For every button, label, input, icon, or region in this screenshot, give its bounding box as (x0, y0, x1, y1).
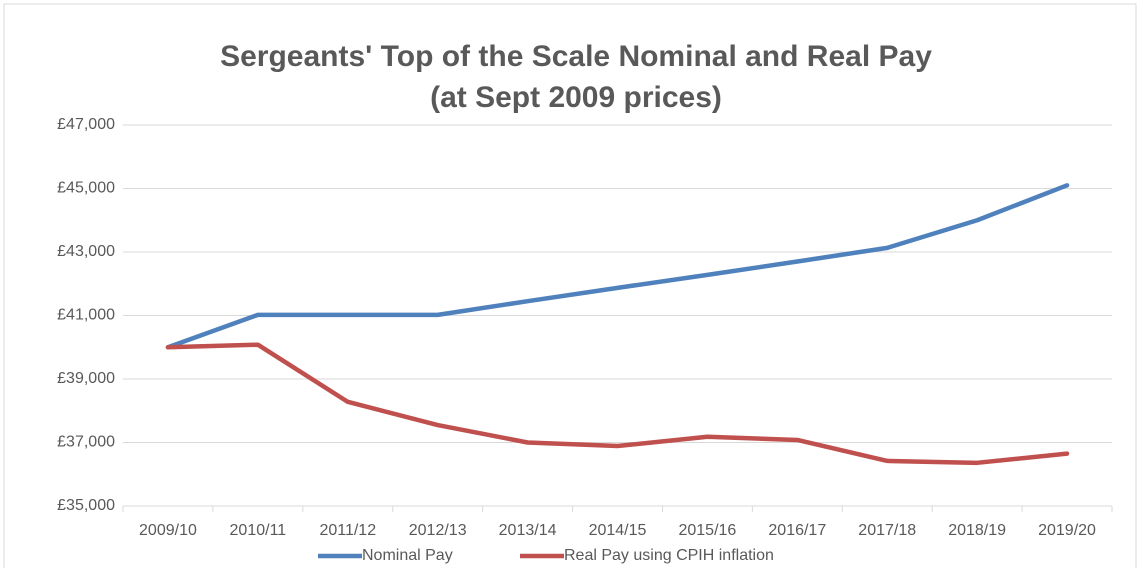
chart-title: (at Sept 2009 prices) (430, 81, 722, 114)
x-tick-label: 2017/18 (858, 522, 916, 539)
series-line (165, 342, 1070, 466)
legend-label: Nominal Pay (362, 547, 453, 564)
x-tick-label: 2018/19 (948, 522, 1006, 539)
x-tick-label: 2012/13 (409, 522, 467, 539)
series-line (165, 183, 1070, 350)
x-tick-label: 2014/15 (589, 522, 647, 539)
x-tick-label: 2010/11 (230, 522, 287, 539)
y-tick-label: £45,000 (57, 180, 115, 197)
x-tick-label: 2013/14 (499, 522, 557, 539)
y-tick-label: £37,000 (57, 434, 115, 451)
chart-border (3, 3, 1137, 568)
x-tick-label: 2016/17 (768, 522, 826, 539)
y-tick-label: £35,000 (57, 497, 115, 514)
y-tick-label: £47,000 (57, 116, 115, 133)
x-tick-label: 2009/10 (139, 522, 197, 539)
x-tick-label: 2015/16 (678, 522, 736, 539)
y-tick-label: £43,000 (57, 243, 115, 260)
y-tick-label: £41,000 (57, 307, 115, 324)
x-tick-label: 2019/20 (1038, 522, 1096, 539)
legend-label: Real Pay using CPIH inflation (564, 547, 774, 564)
y-tick-label: £39,000 (57, 370, 115, 387)
x-tick-label: 2011/12 (319, 522, 376, 539)
chart-title: Sergeants' Top of the Scale Nominal and … (220, 40, 932, 73)
